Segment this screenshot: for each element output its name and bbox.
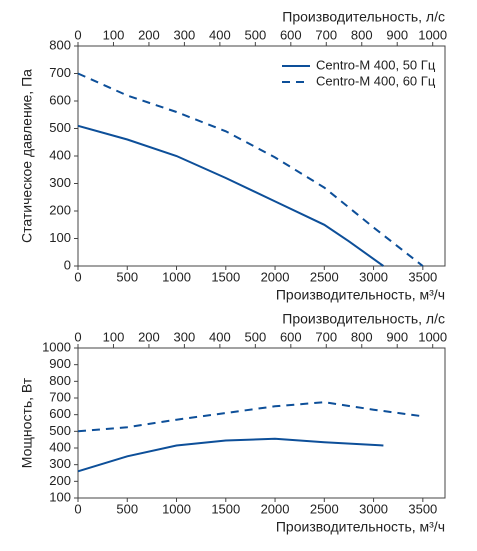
series-line (77, 72, 424, 267)
y-tick-label: 100 (49, 230, 71, 245)
y-tick-label: 0 (64, 257, 71, 272)
y-tick-label: 600 (49, 406, 71, 421)
y-tick-label: 700 (49, 389, 71, 404)
x-axis-label: Производительность, м³/ч (276, 287, 445, 303)
y-tick-label: 300 (49, 456, 71, 471)
series-line (77, 401, 423, 433)
y-tick-label: 100 (49, 489, 71, 504)
x2-tick-label: 900 (386, 329, 408, 344)
y-tick-label: 800 (49, 373, 71, 388)
y-tick-label: 600 (49, 92, 71, 107)
y-tick-label: 900 (49, 356, 71, 371)
y-tick-label: 400 (49, 147, 71, 162)
x2-axis-label: Производительность, л/с (282, 9, 445, 25)
y-tick-label: 200 (49, 473, 71, 488)
x-tick-label: 0 (74, 501, 81, 516)
x2-tick-label: 700 (315, 27, 337, 42)
x2-tick-label: 200 (138, 329, 160, 344)
x-tick-label: 3500 (408, 501, 437, 516)
y-tick-label: 700 (49, 65, 71, 80)
y-tick-label: 400 (49, 439, 71, 454)
x2-tick-label: 100 (103, 27, 125, 42)
legend-label: Centro-M 400, 60 Гц (316, 73, 436, 88)
x-tick-label: 3000 (359, 269, 388, 284)
x2-tick-label: 400 (209, 329, 231, 344)
x2-tick-label: 0 (74, 27, 81, 42)
x-tick-label: 500 (116, 501, 138, 516)
x-tick-label: 3500 (408, 269, 437, 284)
x-tick-label: 2500 (310, 269, 339, 284)
legend-label: Centro-M 400, 50 Гц (316, 57, 436, 72)
x2-axis-label: Производительность, л/с (282, 311, 445, 327)
x2-tick-label: 300 (174, 329, 196, 344)
series-line (77, 437, 384, 473)
y-axis-label: Статическое давление, Па (19, 69, 35, 243)
x2-tick-label: 500 (244, 27, 266, 42)
x-tick-label: 2000 (261, 269, 290, 284)
x2-tick-label: 300 (174, 27, 196, 42)
x2-tick-label: 800 (351, 329, 373, 344)
y-axis-label: Мощность, Вт (19, 377, 35, 468)
x2-tick-label: 900 (386, 27, 408, 42)
x2-tick-label: 800 (351, 27, 373, 42)
x2-tick-label: 1000 (418, 27, 447, 42)
series-line (77, 124, 384, 267)
y-tick-label: 300 (49, 175, 71, 190)
x-tick-label: 2500 (310, 501, 339, 516)
x2-tick-label: 500 (244, 329, 266, 344)
y-tick-label: 200 (49, 202, 71, 217)
x-tick-label: 1500 (211, 501, 240, 516)
x-tick-label: 1000 (162, 501, 191, 516)
x2-tick-label: 200 (138, 27, 160, 42)
x-tick-label: 3000 (359, 501, 388, 516)
x-axis-label: Производительность, м³/ч (276, 519, 445, 535)
y-tick-label: 800 (49, 37, 71, 52)
x-tick-label: 1000 (162, 269, 191, 284)
y-tick-label: 1000 (42, 339, 71, 354)
y-tick-label: 500 (49, 120, 71, 135)
x2-tick-label: 700 (315, 329, 337, 344)
x2-tick-label: 0 (74, 329, 81, 344)
x2-tick-label: 600 (280, 329, 302, 344)
x2-tick-label: 1000 (418, 329, 447, 344)
x-tick-label: 0 (74, 269, 81, 284)
y-tick-label: 500 (49, 423, 71, 438)
x2-tick-label: 600 (280, 27, 302, 42)
x-tick-label: 2000 (261, 501, 290, 516)
plot-frame (77, 347, 446, 499)
x-tick-label: 1500 (211, 269, 240, 284)
x2-tick-label: 100 (103, 329, 125, 344)
x-tick-label: 500 (116, 269, 138, 284)
x2-tick-label: 400 (209, 27, 231, 42)
